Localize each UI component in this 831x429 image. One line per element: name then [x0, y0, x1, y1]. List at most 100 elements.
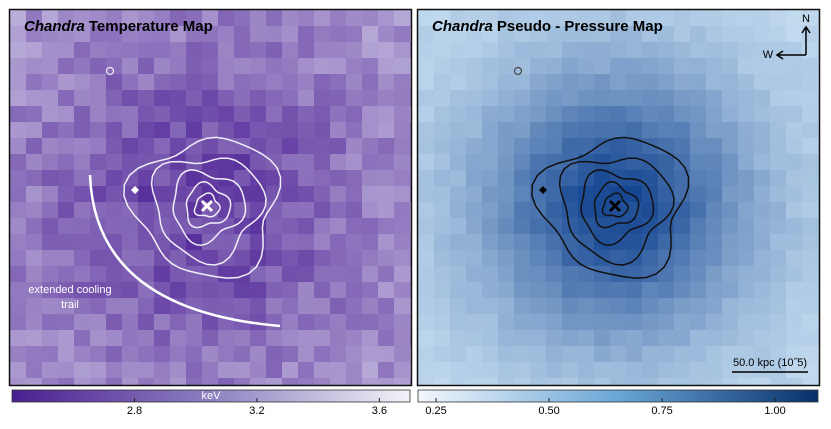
map-pixel: [626, 298, 642, 314]
map-pixel: [578, 346, 594, 362]
map-pixel: [482, 26, 498, 42]
map-pixel: [314, 186, 330, 202]
map-pixel: [26, 282, 42, 298]
map-pixel: [10, 378, 26, 385]
map-pixel: [562, 138, 578, 154]
map-pixel: [642, 42, 658, 58]
map-pixel: [42, 266, 58, 282]
map-pixel: [658, 122, 674, 138]
map-pixel: [42, 10, 58, 26]
map-pixel: [738, 42, 754, 58]
map-pixel: [378, 58, 394, 74]
map-pixel: [514, 330, 530, 346]
map-pixel: [642, 26, 658, 42]
map-pixel: [706, 186, 722, 202]
map-pixel: [154, 154, 170, 170]
map-pixel: [722, 330, 738, 346]
map-pixel: [282, 122, 298, 138]
map-pixel: [218, 154, 234, 170]
map-pixel: [466, 218, 482, 234]
panel-frame: [8, 8, 413, 387]
map-pixel: [314, 234, 330, 250]
map-pixel: [58, 250, 74, 266]
map-pixel: [218, 186, 234, 202]
panel-title: Chandra Temperature Map: [24, 18, 213, 35]
map-pixel: [250, 10, 266, 26]
map-pixel: [578, 138, 594, 154]
map-pixel: [706, 122, 722, 138]
map-pixel: [546, 42, 562, 58]
map-pixel: [690, 90, 706, 106]
map-pixel: [202, 298, 218, 314]
map-pixel: [594, 282, 610, 298]
map-pixel: [394, 282, 410, 298]
map-pixel: [482, 378, 498, 385]
map-pixel: [610, 362, 626, 378]
map-pixel: [626, 10, 642, 26]
map-pixel: [434, 234, 450, 250]
map-pixel: [466, 122, 482, 138]
map-pixel: [690, 138, 706, 154]
map-pixel: [378, 106, 394, 122]
map-pixel: [706, 42, 722, 58]
map-pixel: [802, 346, 818, 362]
contour: [558, 157, 675, 266]
map-pixel: [546, 186, 562, 202]
map-pixel: [410, 138, 411, 154]
map-pixel: [26, 90, 42, 106]
map-pixel: [706, 362, 722, 378]
map-pixel: [754, 234, 770, 250]
map-pixel: [802, 362, 818, 378]
map-pixel: [450, 154, 466, 170]
map-pixel: [818, 218, 819, 234]
map-pixel: [594, 298, 610, 314]
map-pixel: [450, 362, 466, 378]
map-pixel: [818, 378, 819, 385]
map-pixel: [594, 58, 610, 74]
map-pixel: [498, 346, 514, 362]
map-pixel: [202, 250, 218, 266]
map-pixel: [266, 330, 282, 346]
map-pixel: [330, 186, 346, 202]
map-pixel: [450, 266, 466, 282]
map-pixel: [122, 298, 138, 314]
map-pixel: [418, 330, 434, 346]
map-pixel: [818, 362, 819, 378]
map-pixel: [378, 202, 394, 218]
map-pixel: [418, 58, 434, 74]
map-pixel: [138, 10, 154, 26]
map-pixel: [626, 314, 642, 330]
map-pixel: [10, 154, 26, 170]
map-pixel: [394, 186, 410, 202]
map-pixel: [610, 298, 626, 314]
map-pixel: [314, 314, 330, 330]
map-pixel: [394, 58, 410, 74]
pressure-map: [418, 10, 819, 385]
map-pixel: [74, 58, 90, 74]
map-pixel: [90, 266, 106, 282]
map-pixel: [362, 202, 378, 218]
small-contour: [513, 66, 523, 76]
map-pixel: [346, 378, 362, 385]
colorbar-tick-label: 3.6: [372, 405, 387, 417]
map-pixel: [738, 298, 754, 314]
map-pixel: [394, 250, 410, 266]
map-pixel: [770, 298, 786, 314]
map-pixel: [362, 42, 378, 58]
map-pixel: [562, 90, 578, 106]
map-pixel: [674, 234, 690, 250]
map-pixel: [298, 298, 314, 314]
map-pixel: [674, 154, 690, 170]
map-pixel: [674, 266, 690, 282]
map-pixel: [170, 330, 186, 346]
map-pixel: [58, 90, 74, 106]
map-pixel: [722, 298, 738, 314]
contour: [601, 192, 629, 218]
map-pixel: [434, 106, 450, 122]
map-pixel: [314, 90, 330, 106]
map-pixel: [658, 266, 674, 282]
map-pixel: [434, 378, 450, 385]
map-pixel: [186, 42, 202, 58]
map-pixel: [482, 314, 498, 330]
map-pixel: [410, 106, 411, 122]
